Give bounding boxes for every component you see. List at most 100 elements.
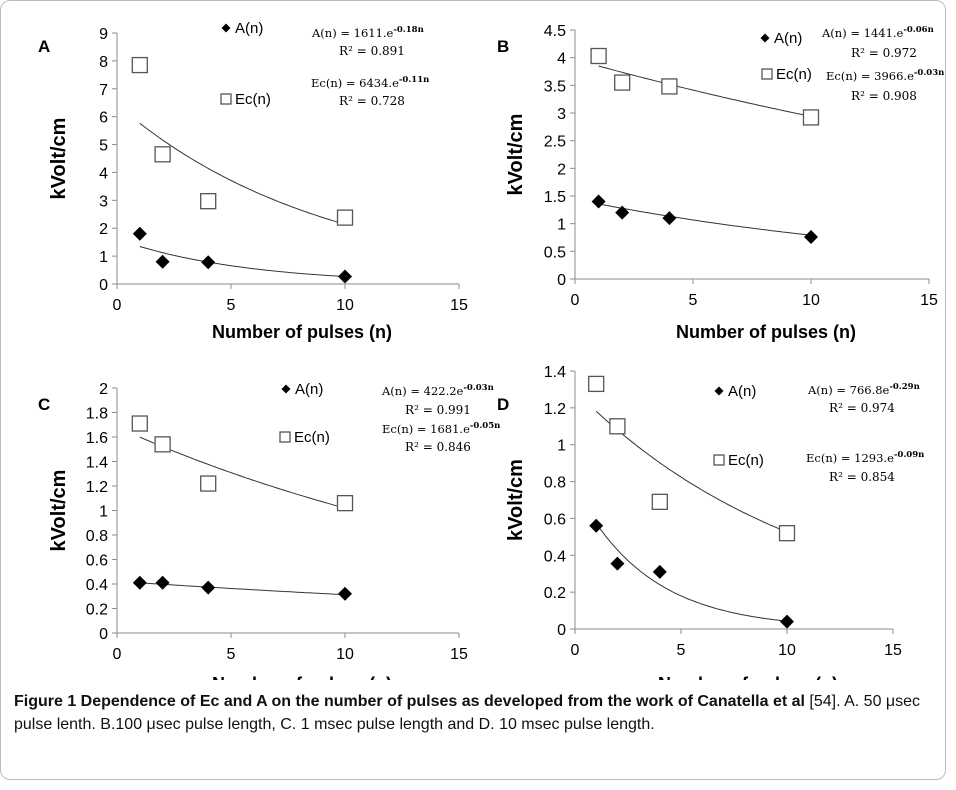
fit-r-squared: R² = 0.854 xyxy=(829,470,895,484)
y-tick-label: 0.8 xyxy=(544,475,566,492)
y-tick-label: 1.4 xyxy=(86,455,108,472)
panel-label: B xyxy=(497,37,509,56)
x-tick-label: 5 xyxy=(689,292,698,309)
legend-marker-a xyxy=(760,33,770,43)
data-point-ec xyxy=(588,375,605,393)
y-tick-label: 1 xyxy=(99,504,108,521)
y-axis-label: kVolt/cm xyxy=(48,470,70,552)
fit-equation: A(n) = 766.8e-0.29n xyxy=(807,382,920,397)
chart-panel-a: 0 1 2 3 4 5 6 7 8 9 0 5 10 15 Number of pulses (n) kVol… xyxy=(38,20,468,342)
figure-caption: Figure 1 Dependence of Ec and A on the n… xyxy=(14,690,939,736)
y-tick-label: 1.5 xyxy=(544,189,566,206)
data-point-a xyxy=(610,556,625,571)
data-point-ec xyxy=(131,415,148,432)
fit-curve-ecn xyxy=(598,65,812,117)
y-tick-label: 0.4 xyxy=(86,577,108,594)
y-tick-label: 2.5 xyxy=(544,134,566,151)
data-point-a xyxy=(201,580,216,595)
y-tick-label: 0.4 xyxy=(544,548,566,565)
data-point-a xyxy=(132,575,147,590)
legend-label: Ec(n) xyxy=(294,429,330,446)
y-axis-label: kVolt/cm xyxy=(505,114,527,196)
y-tick-label: 1 xyxy=(557,438,566,455)
fit-r-squared: R² = 0.991 xyxy=(405,403,471,417)
data-point-ec xyxy=(154,436,171,453)
x-tick-label: 15 xyxy=(884,642,902,659)
y-tick-label: 3.5 xyxy=(544,78,566,95)
y-tick-label: 6 xyxy=(99,110,108,127)
data-point-a xyxy=(662,211,677,226)
legend-label: Ec(n) xyxy=(728,452,764,469)
y-tick-label: 1 xyxy=(557,217,566,234)
data-point-a xyxy=(804,229,818,244)
data-point-ec xyxy=(614,74,631,91)
y-tick-label: 4 xyxy=(99,165,108,182)
fit-equation: Ec(n) = 1293.e-0.09n xyxy=(806,450,924,465)
fit-r-squared: R² = 0.972 xyxy=(851,46,917,60)
fit-curve-an xyxy=(139,582,346,596)
data-point-a xyxy=(201,255,216,270)
y-tick-label: 0 xyxy=(99,277,108,294)
x-tick-label: 10 xyxy=(802,292,820,309)
caption-bold: Figure 1 Dependence of Ec and A on the n… xyxy=(14,693,805,710)
data-point-a xyxy=(155,575,170,590)
legend-marker-ec xyxy=(220,93,232,105)
x-tick-label: 10 xyxy=(778,642,796,659)
data-point-ec xyxy=(131,56,148,74)
fit-r-squared: R² = 0.891 xyxy=(339,44,405,58)
fit-equation: A(n) = 422.2e-0.03n xyxy=(381,383,494,398)
data-point-ec xyxy=(154,146,171,163)
fit-curve-ecn xyxy=(595,410,788,533)
x-tick-label: 0 xyxy=(571,292,580,309)
y-tick-label: 0.8 xyxy=(86,528,108,545)
panel-label: D xyxy=(497,395,509,414)
x-axis-label: Number of pulses (n) xyxy=(676,322,856,342)
legend-label: A(n) xyxy=(774,30,802,47)
fit-r-squared: R² = 0.846 xyxy=(405,440,471,454)
fit-equation: Ec(n) = 1681.e-0.05n xyxy=(382,421,500,436)
x-tick-label: 15 xyxy=(450,297,468,314)
fit-equation: A(n) = 1611.e-0.18n xyxy=(311,25,424,40)
y-tick-label: 4.5 xyxy=(544,23,566,40)
data-point-ec xyxy=(590,47,607,65)
data-point-ec xyxy=(651,493,668,510)
fit-curve-ecn xyxy=(139,436,346,509)
y-tick-label: 1.8 xyxy=(86,406,108,423)
y-tick-label: 2 xyxy=(557,161,566,178)
data-point-a xyxy=(591,194,606,209)
panel-label: C xyxy=(38,395,50,414)
x-tick-label: 5 xyxy=(227,297,236,314)
data-point-ec xyxy=(661,78,678,95)
x-tick-label: 15 xyxy=(450,646,468,663)
chart-panel-b: 0 0.5 1 1.5 2 2.5 3 3.5 4 4.5 0 5 10 15 Number of puls… xyxy=(497,23,944,342)
fit-curve-an xyxy=(139,246,346,278)
figure-frame xyxy=(0,0,946,780)
y-tick-label: 0 xyxy=(99,626,108,643)
y-tick-label: 0.5 xyxy=(544,244,566,261)
data-point-a xyxy=(780,614,794,629)
y-tick-label: 3 xyxy=(99,193,108,210)
fit-equation: A(n) = 1441.e-0.06n xyxy=(821,25,934,40)
y-tick-label: 0.2 xyxy=(544,585,566,602)
data-point-ec xyxy=(778,525,796,542)
fit-curve-ecn xyxy=(139,122,346,225)
legend-marker-a xyxy=(221,23,231,33)
y-tick-label: 1 xyxy=(99,249,108,266)
legend-marker-ec xyxy=(761,68,773,80)
data-point-a xyxy=(338,586,352,601)
y-tick-label: 1.2 xyxy=(86,479,108,496)
x-tick-label: 0 xyxy=(571,642,580,659)
fit-equation: Ec(n) = 3966.e-0.03n xyxy=(826,68,944,83)
legend-label: Ec(n) xyxy=(235,91,271,108)
y-axis-label: kVolt/cm xyxy=(48,118,70,200)
x-axis-label: Number of pulses (n) xyxy=(212,674,392,680)
y-tick-label: 2 xyxy=(99,381,108,398)
data-point-a xyxy=(132,226,147,241)
y-tick-label: 0 xyxy=(557,272,566,289)
data-point-ec xyxy=(609,418,626,435)
data-point-ec xyxy=(336,209,354,226)
data-point-ec xyxy=(200,193,217,210)
y-tick-label: 5 xyxy=(99,138,108,155)
y-tick-label: 1.2 xyxy=(544,401,566,418)
